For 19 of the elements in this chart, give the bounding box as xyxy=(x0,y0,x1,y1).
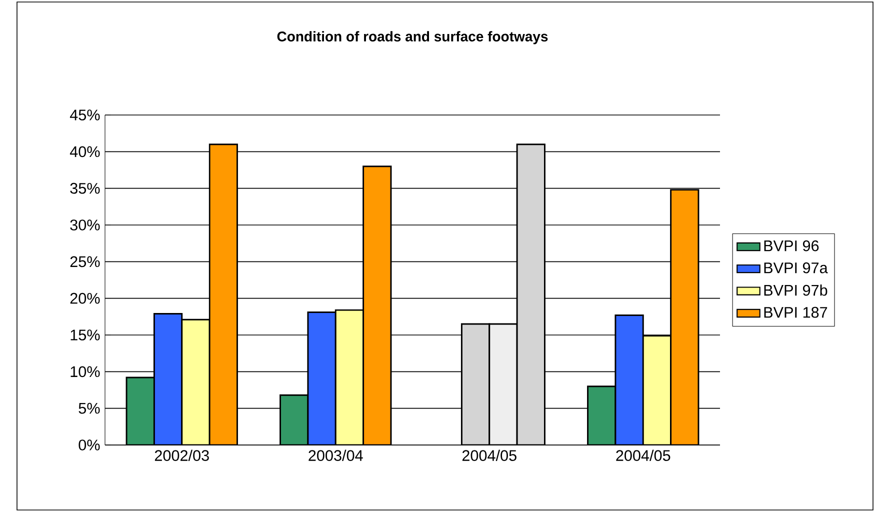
y-tick-label: 25% xyxy=(70,256,100,268)
x-tick-label: 2002/03 xyxy=(154,450,209,461)
legend-label: BVPI 97b xyxy=(764,284,828,296)
x-tick-label: 2003/04 xyxy=(308,450,363,461)
legend-label: BVPI 187 xyxy=(764,306,828,318)
y-tick-label: 35% xyxy=(70,182,100,194)
y-tick-label: 5% xyxy=(78,402,100,414)
x-tick-label: 2004/05 xyxy=(462,450,516,461)
y-tick-label: 0% xyxy=(78,440,100,450)
y-tick-label: 20% xyxy=(70,292,100,304)
x-tick-label: 2004/05 xyxy=(616,450,670,461)
y-tick-label: 40% xyxy=(70,146,100,158)
legend-label: BVPI 97a xyxy=(764,262,828,274)
legend-label: BVPI 96 xyxy=(764,240,819,252)
y-tick-label: 45% xyxy=(70,110,100,120)
y-tick-label: 30% xyxy=(70,220,100,230)
y-tick-label: 15% xyxy=(70,330,100,340)
y-tick-label: 10% xyxy=(70,366,100,378)
chart-title: Condition of roads and surface footways xyxy=(277,31,548,44)
